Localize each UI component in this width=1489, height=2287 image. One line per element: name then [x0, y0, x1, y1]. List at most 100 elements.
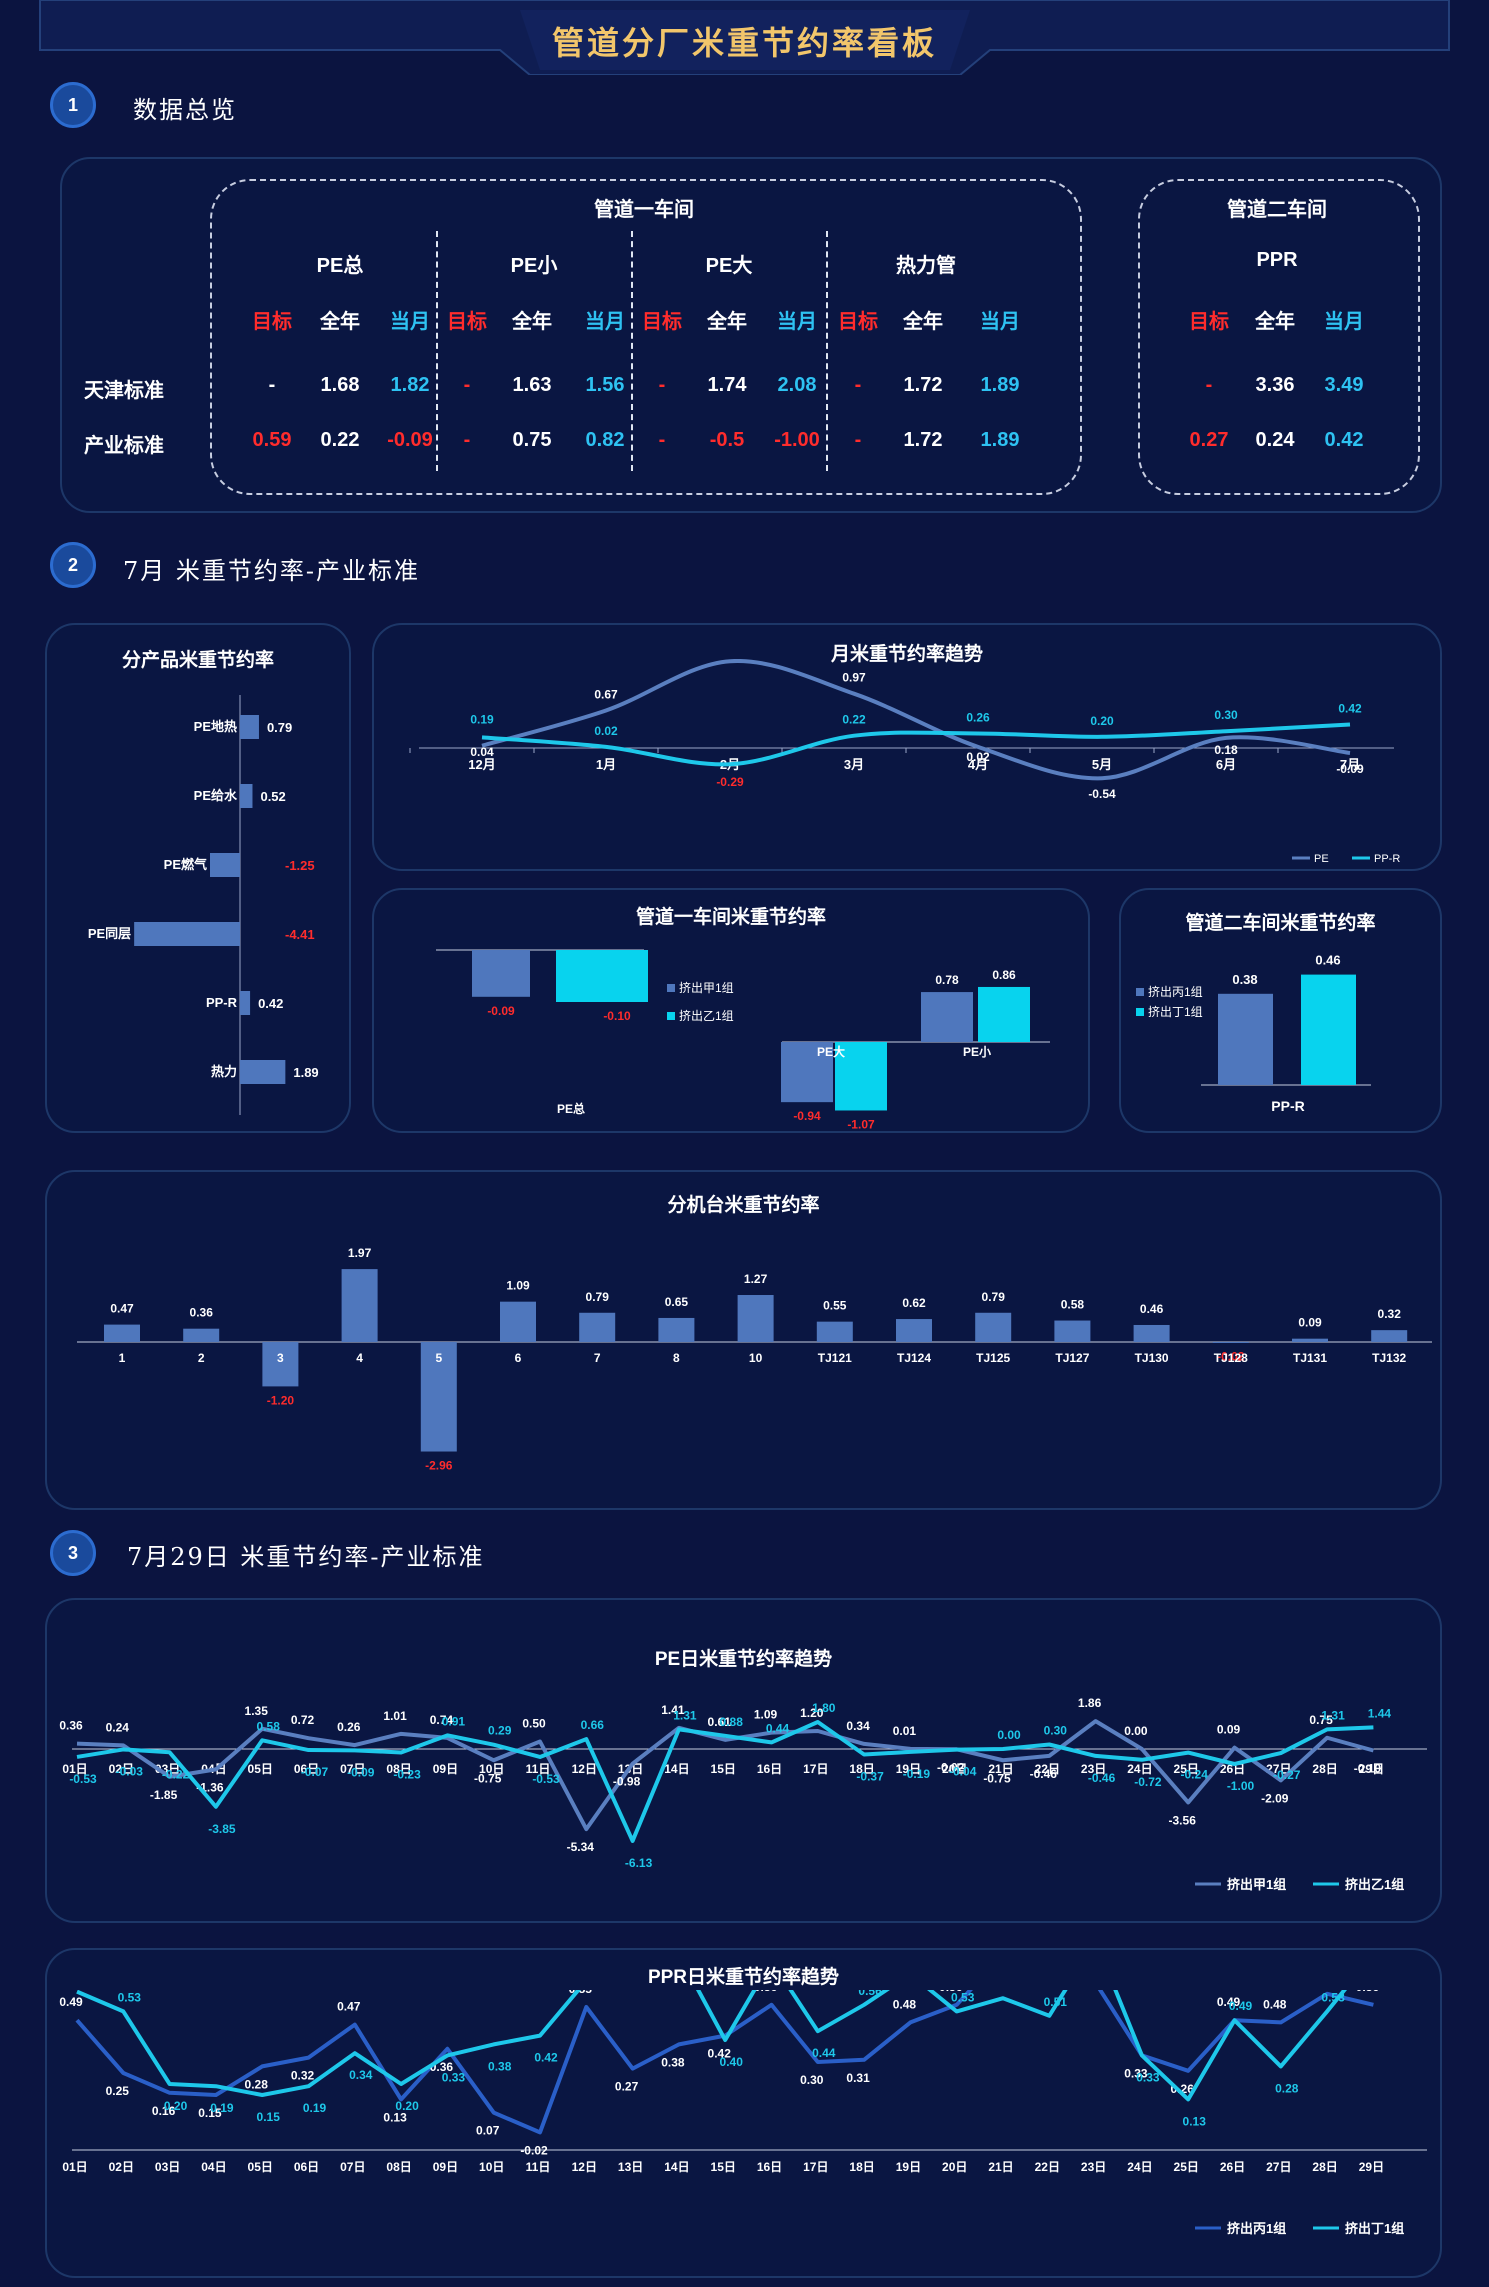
x-tick-label: 15日 [711, 2160, 736, 2174]
value-label: 0.62 [902, 1296, 926, 1310]
value-label: 0.42 [258, 996, 283, 1011]
bar [556, 950, 648, 1002]
point-label: 0.18 [1214, 743, 1238, 757]
col-header-target: 目标 [838, 311, 878, 333]
col-header-year: 全年 [707, 311, 747, 333]
value-label: 1.09 [506, 1279, 530, 1293]
point-label: 0.28 [245, 2077, 269, 2091]
point-label: -0.09 [1336, 762, 1364, 776]
point-label: 0.53 [1321, 1990, 1345, 2004]
point-label: 0.33 [1124, 2066, 1148, 2080]
tianjin-year-value: 1.63 [512, 374, 552, 396]
point-label: -0.53 [69, 1772, 97, 1786]
section-badge-3: 3 [50, 1530, 96, 1576]
workshop1-chart: -0.09 -0.10 -0.94 -1.07 0.78 0.86 PE总 PE大 PE小 挤出甲… [436, 949, 1050, 1130]
value-label: 0.36 [190, 1306, 214, 1320]
col-header-target: 目标 [1189, 311, 1229, 333]
page-title: 管道分厂米重节约率看板 [551, 25, 937, 61]
pe-daily-chart: 01日 02日 03日 04日 05日 06日 07日 08日 09日 10日 11日 12日 13日 1… [59, 1696, 1427, 1892]
section-badge-1: 1 [50, 82, 96, 128]
x-tick-label: 19日 [896, 2160, 921, 2174]
bar [262, 1342, 299, 1387]
by-product-title: 分产品米重节约率 [121, 650, 274, 671]
x-tick-label: 27日 [1266, 2160, 1291, 2174]
x-tick-label: 12日 [572, 2160, 597, 2174]
point-label: 0.97 [842, 671, 866, 685]
product-name: PPR [1256, 249, 1298, 271]
bar [341, 1269, 378, 1342]
bar [240, 991, 251, 1015]
ppr-daily-title: PPR日米重节约率趋势 [647, 1967, 840, 1988]
point-label: 0.58 [257, 1719, 281, 1733]
industry-target-value: 0.59 [252, 429, 292, 451]
bar [500, 1301, 536, 1342]
value-label: 0.46 [1315, 953, 1340, 968]
col-header-year: 全年 [320, 311, 360, 333]
legend-label: 挤出丁1组 [1148, 1004, 1203, 1019]
by-machine-title: 分机台米重节约率 [667, 1195, 820, 1216]
bar [975, 1312, 1012, 1342]
bar [210, 853, 240, 877]
by-machine-panel: 分机台米重节约率 0.47 1 0.36 2 -1.20 3 1.97 4 -2.96 5 1.09… [45, 1170, 1442, 1510]
point-label: -0.29 [716, 775, 744, 789]
industry-target-value: - [854, 429, 862, 451]
legend-swatch [1136, 988, 1144, 996]
x-tick-label: 08日 [386, 2160, 411, 2174]
bar [240, 1060, 286, 1084]
x-tick-label: 14日 [664, 2160, 689, 2174]
x-tick-label: 7 [594, 1351, 601, 1365]
x-tick-label: 1 [119, 1351, 126, 1365]
value-label: -1.25 [285, 858, 315, 873]
col-header-month: 当月 [585, 311, 625, 333]
point-label: 0.91 [442, 1714, 466, 1728]
point-label: 0.26 [1171, 2082, 1195, 2096]
point-label: -0.02 [937, 1760, 965, 1774]
point-label: 0.34 [349, 2068, 373, 2082]
category-label: PE大 [817, 1044, 845, 1059]
overview-panel: 管道一车间 管道二车间 天津标准 产业标准 PE总 目标 全年 当月 - 1.68 1.82… [60, 157, 1442, 513]
industry-month-value: 0.82 [585, 429, 625, 451]
point-label: -3.85 [208, 1822, 236, 1836]
point-label: 0.20 [395, 2099, 419, 2113]
x-tick-label: 07日 [340, 1762, 365, 1776]
x-tick-label: 06日 [294, 1762, 319, 1776]
category-label: PE地热 [194, 719, 237, 734]
x-tick-label: 13日 [618, 2160, 643, 2174]
legend-label: 挤出丁1组 [1345, 2221, 1404, 2236]
point-label: 0.49 [59, 1995, 83, 2009]
legend-label: PP-R [1374, 853, 1400, 865]
x-tick-label: 1月 [596, 757, 616, 772]
point-label: -0.54 [1088, 787, 1116, 801]
series-line [76, 1990, 1347, 2102]
industry-target-value: 0.27 [1189, 429, 1229, 451]
point-label: 0.67 [594, 687, 618, 701]
x-tick-label: 3月 [844, 757, 864, 772]
point-label: 0.56 [939, 1990, 963, 1994]
product-name: PE小 [510, 255, 558, 277]
value-label: 0.32 [1378, 1307, 1402, 1321]
col-header-month: 当月 [777, 311, 817, 333]
divider-1 [436, 231, 438, 471]
point-label: 0.49 [1217, 1995, 1241, 2009]
x-tick-label: 21日 [988, 2160, 1013, 2174]
x-tick-label: 11日 [526, 1762, 551, 1776]
legend-swatch [667, 1012, 675, 1020]
section-title-2: 7月 米重节约率-产业标准 [123, 557, 421, 585]
point-label: -0.23 [393, 1767, 421, 1781]
col-header-year: 全年 [512, 311, 552, 333]
legend-label: 挤出乙1组 [1345, 1877, 1404, 1892]
x-tick-label: 05日 [248, 2160, 273, 2174]
header-decoration [39, 0, 1450, 76]
x-tick-label: 12月 [468, 757, 495, 772]
bar [1054, 1320, 1091, 1342]
point-label: 1.31 [1321, 1708, 1345, 1722]
point-label: 0.47 [337, 2000, 361, 2014]
industry-target-value: - [463, 429, 471, 451]
divider-2 [631, 231, 633, 471]
point-label: 0.66 [581, 1718, 605, 1732]
point-label: 0.13 [383, 2110, 407, 2124]
point-label: 0.49 [1229, 1999, 1253, 2013]
point-label: -0.46 [1030, 1767, 1058, 1781]
legend-label: 挤出甲1组 [679, 980, 734, 995]
industry-year-value: 0.24 [1255, 429, 1295, 451]
